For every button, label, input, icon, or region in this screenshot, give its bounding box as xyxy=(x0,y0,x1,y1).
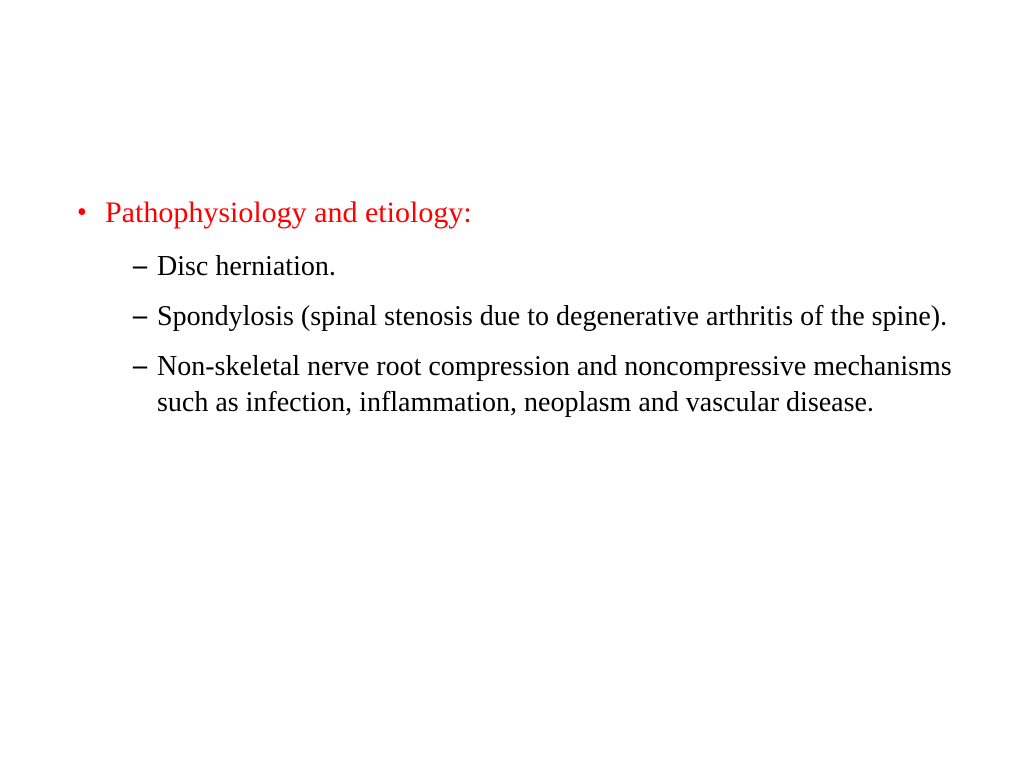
level2-text: Non-skeletal nerve root compression and … xyxy=(157,351,952,418)
level1-item: • Pathophysiology and etiology: – Disc h… xyxy=(75,195,964,421)
inner-list: – Disc herniation. – Spondylosis (spinal… xyxy=(133,249,964,421)
level2-bullet-icon: – xyxy=(133,249,147,283)
level2-item: – Disc herniation. xyxy=(133,249,964,285)
level2-item: – Non-skeletal nerve root compression an… xyxy=(133,349,964,421)
level2-text: Spondylosis (spinal stenosis due to dege… xyxy=(157,301,947,332)
outer-list: • Pathophysiology and etiology: – Disc h… xyxy=(75,195,964,421)
level1-bullet-icon: • xyxy=(77,195,87,231)
level2-item: – Spondylosis (spinal stenosis due to de… xyxy=(133,299,964,335)
level1-heading: Pathophysiology and etiology: xyxy=(105,196,472,229)
level2-text: Disc herniation. xyxy=(157,251,336,282)
level2-bullet-icon: – xyxy=(133,349,147,383)
level2-bullet-icon: – xyxy=(133,299,147,333)
